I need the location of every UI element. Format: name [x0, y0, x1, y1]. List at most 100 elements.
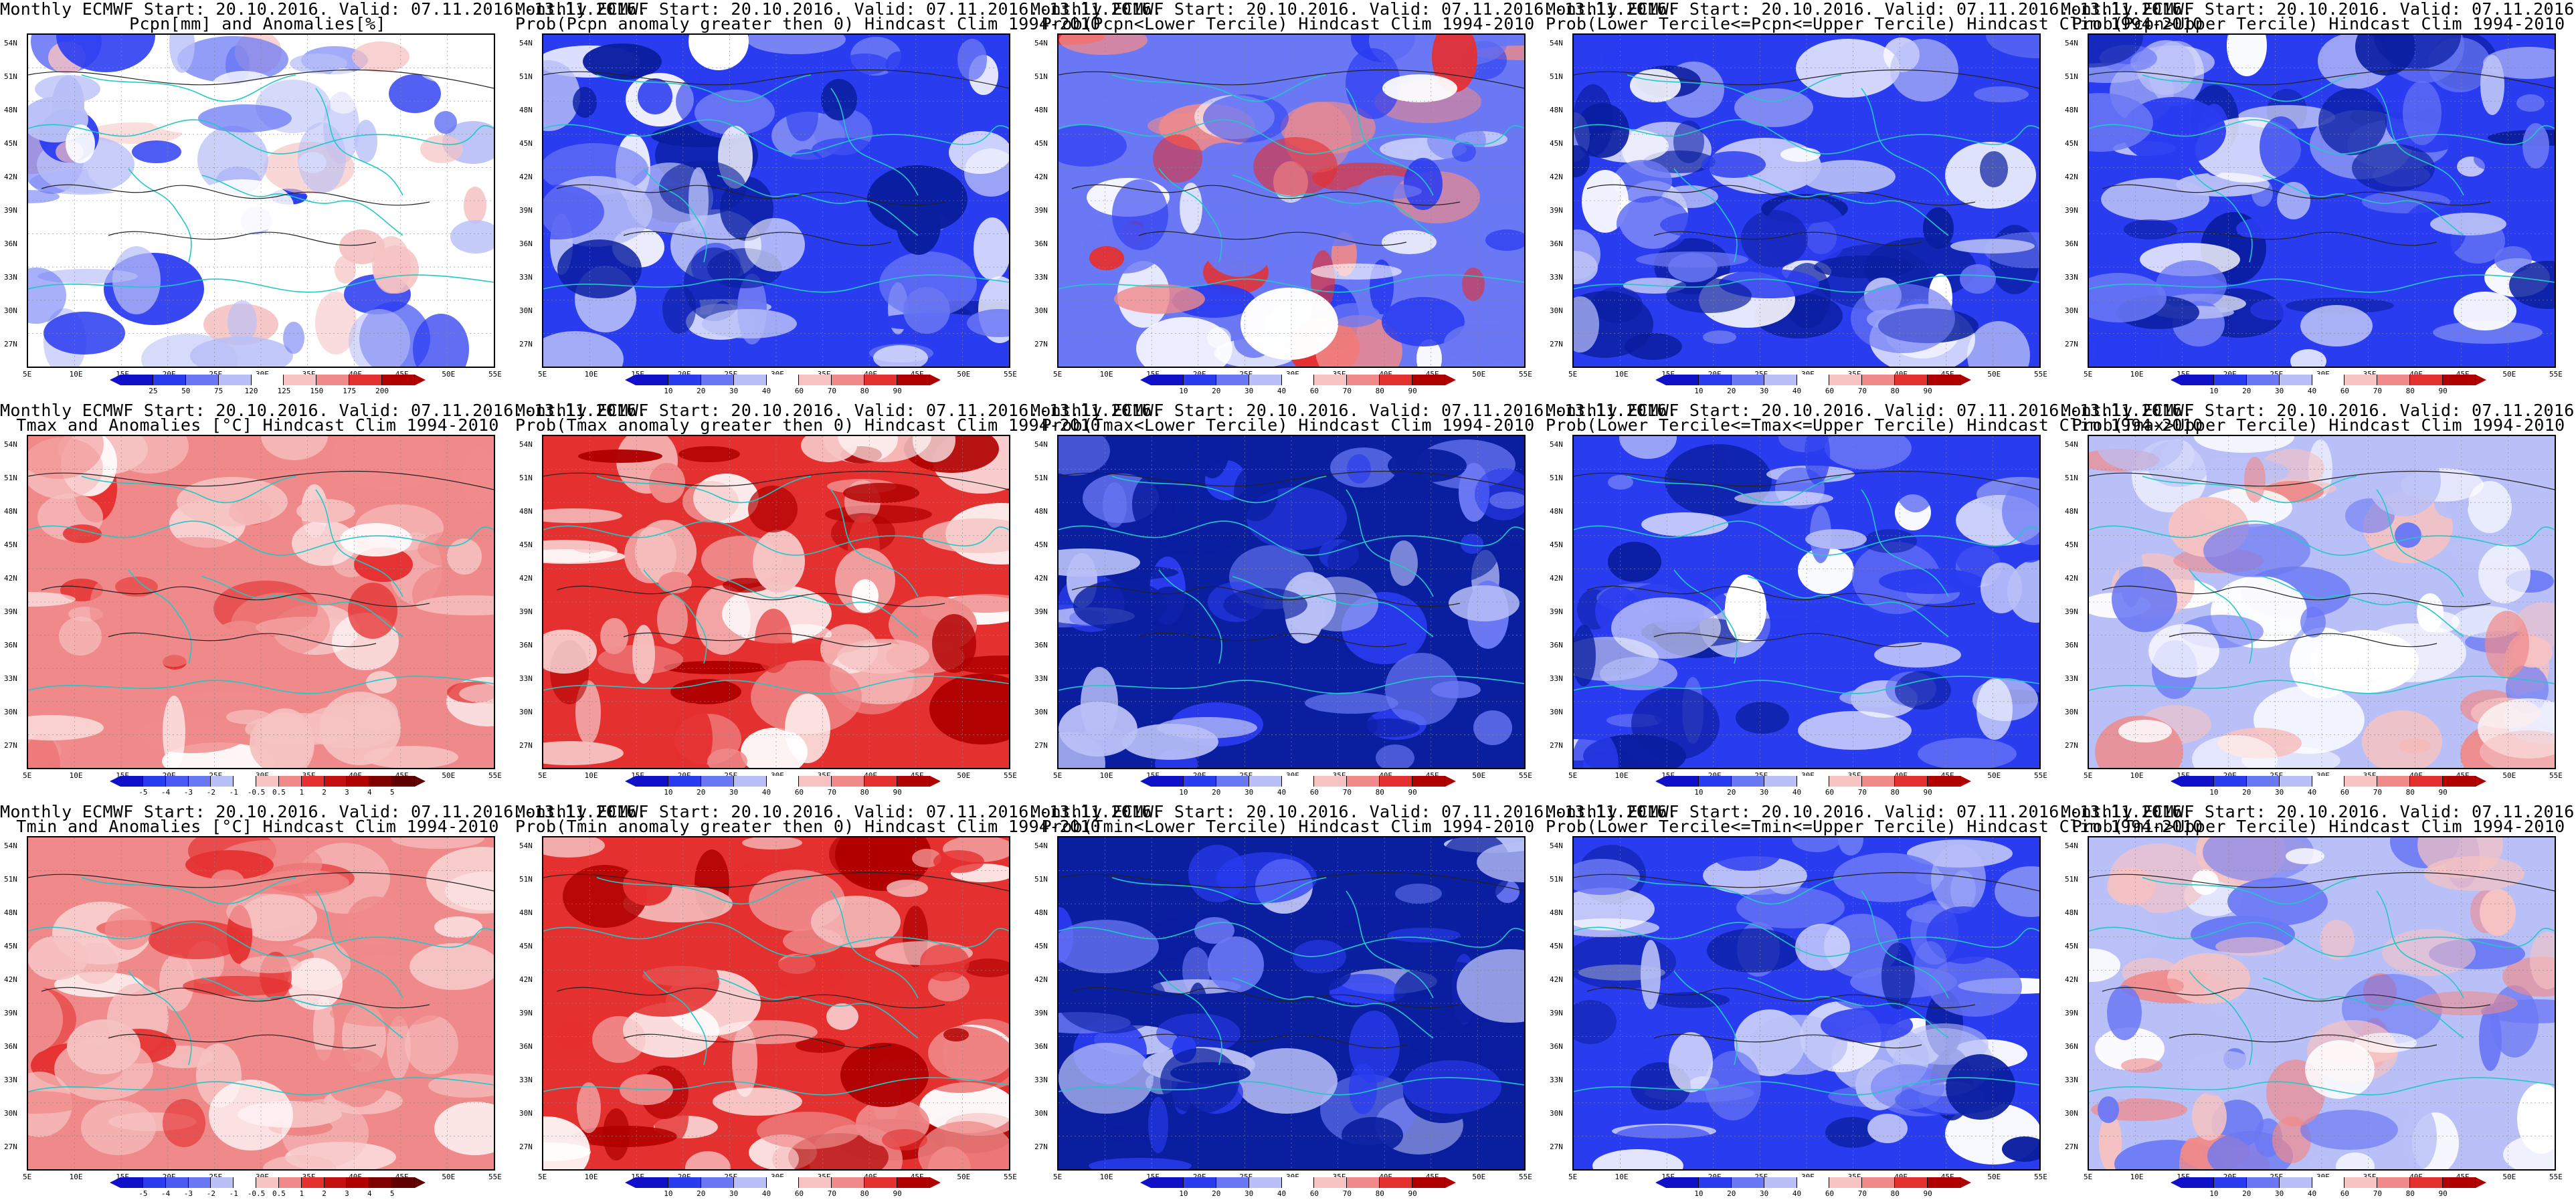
lon-label: 10E — [584, 771, 598, 780]
map-area — [2088, 33, 2556, 368]
field-patch — [2096, 436, 2183, 472]
colorbar-swatch — [2410, 1177, 2444, 1188]
lat-label: 48N — [519, 908, 533, 917]
colorbar-swatch — [1249, 375, 1282, 385]
lon-label: 10E — [2130, 771, 2144, 780]
lon-label: 5E — [23, 1173, 32, 1181]
field-patch — [115, 577, 158, 597]
field-patch — [1407, 1017, 1439, 1054]
lon-label: 55E — [2549, 771, 2563, 780]
colorbar-tick-label: 80 — [860, 1189, 869, 1198]
colorbar-tick-label: -4 — [161, 1189, 171, 1198]
field-patch — [1402, 1060, 1501, 1114]
field-patch — [2089, 898, 2159, 966]
colorbar-swatch — [1151, 1177, 1184, 1188]
field-patch — [2184, 1051, 2263, 1096]
lat-label: 36N — [4, 641, 17, 649]
field-patch — [785, 149, 828, 200]
field-patch — [1158, 526, 1234, 555]
field-patch — [897, 196, 941, 255]
field-patch — [603, 1108, 630, 1161]
field-patch — [211, 870, 244, 892]
colorbar-right-arrow — [2476, 776, 2486, 787]
colorbar-swatch — [1797, 776, 1830, 787]
lat-label: 39N — [519, 607, 533, 616]
colorbar-right-arrow — [930, 375, 941, 385]
colorbar-tick-label: 125 — [277, 387, 291, 395]
lat-label: 54N — [1550, 39, 1563, 47]
colorbar-swatch — [218, 375, 252, 385]
lat-label: 48N — [1550, 908, 1563, 917]
field-patch — [1986, 35, 2039, 58]
panel-title-line1: Monthly ECMWF Start: 20.10.2016. Valid: … — [2061, 802, 2576, 821]
lat-label: 30N — [1550, 1109, 1563, 1118]
colorbar-labels: 10 20 30 40 60 70 80 90 — [1151, 788, 1445, 799]
colorbar-tick-label: 90 — [1408, 1189, 1417, 1198]
colorbar-swatch — [2377, 375, 2411, 385]
colorbar-swatch — [1928, 1177, 1961, 1188]
coastline — [2262, 576, 2464, 637]
coastline — [1747, 576, 1949, 637]
lon-label: 50E — [1472, 771, 1486, 780]
coastline — [543, 520, 1009, 556]
forecast-field — [28, 35, 494, 367]
lat-label: 39N — [519, 206, 533, 215]
map-panel: Monthly ECMWF Start: 20.10.2016. Valid: … — [515, 401, 1162, 803]
field-patch — [949, 131, 1009, 174]
colorbar-left-arrow — [625, 776, 636, 787]
coastline — [28, 274, 494, 293]
isoline — [623, 632, 892, 647]
colorbar-right-arrow — [2476, 1177, 2486, 1188]
colorbar-tick-label: 40 — [2307, 788, 2317, 797]
colorbar-tick-label: 150 — [310, 387, 324, 395]
field-patch — [141, 334, 238, 367]
isoline — [1059, 69, 1524, 89]
lon-label: 50E — [957, 1173, 971, 1181]
field-patch — [2336, 1152, 2375, 1169]
panel-title-line1: Monthly ECMWF Start: 20.10.2016. Valid: … — [2061, 401, 2576, 420]
field-patch — [543, 540, 618, 563]
colorbar-tick-label: 90 — [1923, 1189, 1932, 1198]
field-patch — [416, 595, 494, 615]
forecast-field — [543, 35, 1009, 367]
field-patch — [2107, 868, 2155, 905]
colorbar-tick-label: 40 — [2307, 387, 2317, 395]
colorbar-swatch — [2312, 1177, 2345, 1188]
isoline — [1574, 872, 2039, 892]
colorbar-tick-label: 20 — [1212, 387, 1221, 395]
lat-label: 54N — [1034, 39, 1048, 47]
colorbar-tick-label: -3 — [183, 1189, 193, 1198]
colorbar-tick-label: 30 — [2275, 387, 2284, 395]
lon-label: 50E — [957, 771, 971, 780]
colorbar-swatch — [864, 375, 898, 385]
field-patch — [1059, 702, 1137, 757]
colorbar-tick-label: 40 — [1277, 788, 1287, 797]
colorbar-swatch — [278, 1177, 302, 1188]
colorbar-tick-label: 4 — [367, 788, 372, 797]
colorbar-swatch — [256, 1177, 279, 1188]
field-patch — [2019, 548, 2039, 563]
lon-label: 50E — [442, 1173, 456, 1181]
coastline — [543, 1077, 1009, 1096]
lat-label: 48N — [2065, 507, 2078, 516]
field-patch — [258, 870, 349, 896]
colorbar-tick-label: 70 — [827, 387, 836, 395]
field-patch — [688, 167, 709, 233]
colorbar-swatch — [1895, 375, 1928, 385]
coastline — [1861, 88, 1949, 196]
lat-label: 54N — [519, 440, 533, 449]
isoline — [28, 872, 494, 892]
lat-label: 54N — [2065, 440, 2078, 449]
field-patch — [1232, 675, 1254, 694]
colorbar-tick-label: 10 — [1694, 788, 1704, 797]
colorbar-swatch — [832, 375, 865, 385]
colorbar-swatch — [1666, 375, 1699, 385]
colorbar-swatch — [1249, 1177, 1282, 1188]
field-patch — [1114, 284, 1205, 314]
lat-label: 33N — [2065, 1076, 2078, 1084]
field-patch — [1574, 918, 1659, 937]
field-patch — [685, 1151, 731, 1169]
colorbar-swatch — [1347, 375, 1380, 385]
colorbar-swatch — [143, 776, 166, 787]
field-patch — [340, 523, 412, 557]
